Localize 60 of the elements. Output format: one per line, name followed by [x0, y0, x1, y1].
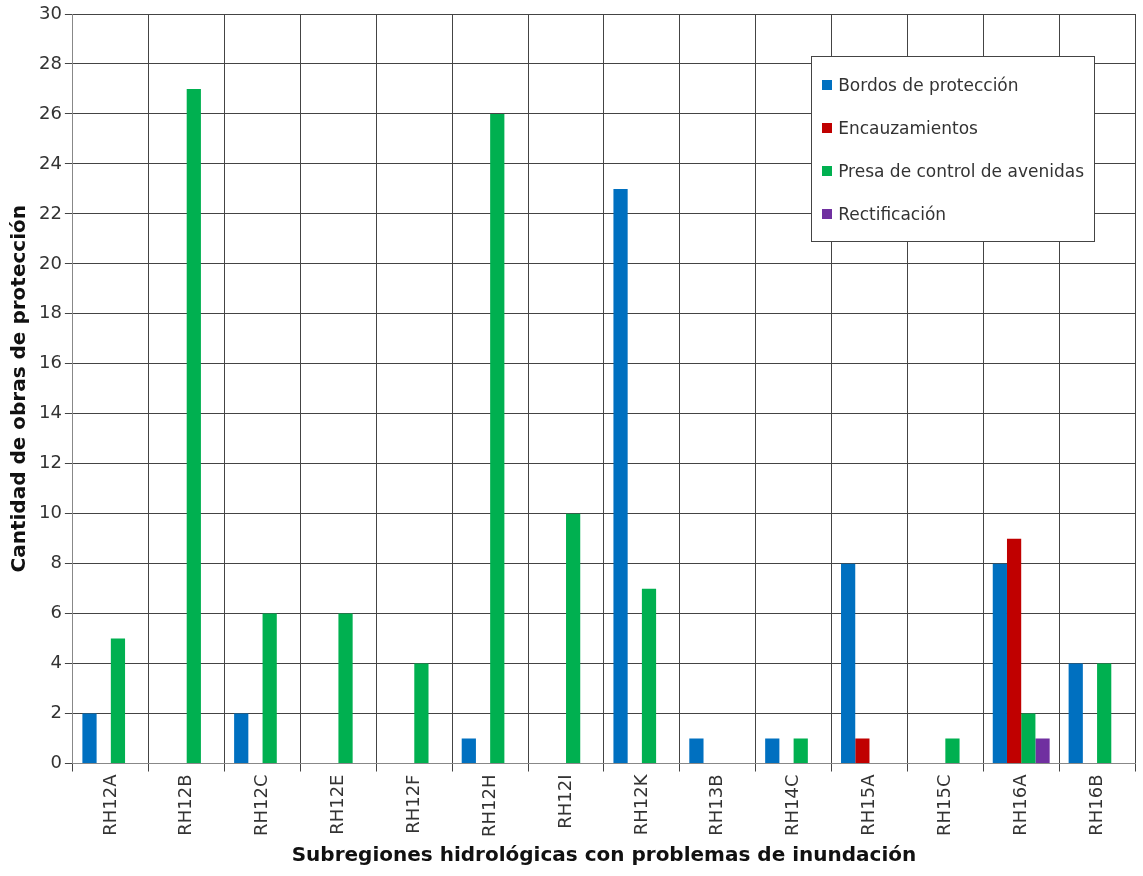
x-tick-label: RH12A [98, 773, 120, 836]
bar [414, 663, 429, 764]
bar [82, 713, 97, 764]
y-tick-label: 22 [39, 201, 62, 223]
y-tick-label: 2 [50, 701, 62, 723]
bar [234, 713, 249, 764]
bar [566, 513, 581, 764]
bar [1006, 538, 1022, 764]
y-tick-label: 0 [50, 751, 62, 773]
x-tick-label: RH12I [553, 774, 575, 829]
bar [641, 588, 657, 764]
y-tick-label: 4 [50, 651, 62, 673]
y-tick-label: 26 [39, 101, 62, 123]
x-tick-label: RH12C [250, 774, 272, 837]
y-tick-label: 16 [39, 351, 62, 373]
bar [110, 638, 126, 764]
bar [945, 738, 960, 764]
y-tick-label: 28 [39, 51, 62, 73]
bar [1068, 663, 1083, 764]
x-tick-label: RH16B [1084, 774, 1106, 836]
y-tick-label: 24 [39, 151, 62, 173]
y-tick-label: 20 [39, 251, 62, 273]
bar [461, 738, 476, 764]
x-tick-label: RH12K [629, 773, 651, 836]
x-tick-label: RH12F [401, 774, 423, 834]
x-tick-label: RH12E [326, 774, 348, 835]
x-tick-label: RH15A [857, 773, 879, 836]
legend-label: Bordos de protección [838, 74, 1019, 95]
y-tick-label: 6 [50, 601, 62, 623]
x-tick-label: RH13B [705, 774, 727, 836]
bar [186, 88, 201, 764]
bar [262, 613, 277, 764]
x-tick-label: RH14C [781, 774, 803, 837]
bar [765, 738, 780, 764]
legend-label: Encauzamientos [838, 117, 978, 138]
bar [1035, 738, 1050, 764]
bar [338, 613, 353, 764]
y-tick-label: 14 [39, 401, 62, 423]
legend-label: Presa de control de avenidas [838, 160, 1084, 181]
bar [490, 113, 505, 764]
bar [855, 738, 870, 764]
x-axis-title: Subregiones hidrológicas con problemas de inundación [291, 842, 917, 867]
x-tick-label: RH16A [1008, 773, 1030, 836]
x-tick-label: RH12H [477, 774, 499, 837]
bar [1021, 713, 1036, 764]
x-tick-label: RH15C [933, 774, 955, 837]
y-tick-label: 30 [39, 1, 62, 23]
x-tick-label: RH12B [174, 774, 196, 836]
bar [841, 563, 856, 764]
bar [793, 738, 808, 764]
bar [1097, 663, 1112, 764]
bar [992, 563, 1007, 764]
bar [613, 188, 628, 764]
y-tick-label: 8 [50, 551, 62, 573]
bar [689, 738, 704, 764]
y-tick-label: 10 [39, 501, 62, 523]
legend-label: Rectificación [838, 203, 947, 224]
y-axis-title: Cantidad de obras de protección [6, 205, 31, 573]
y-tick-label: 12 [39, 451, 62, 473]
y-tick-label: 18 [39, 301, 62, 323]
